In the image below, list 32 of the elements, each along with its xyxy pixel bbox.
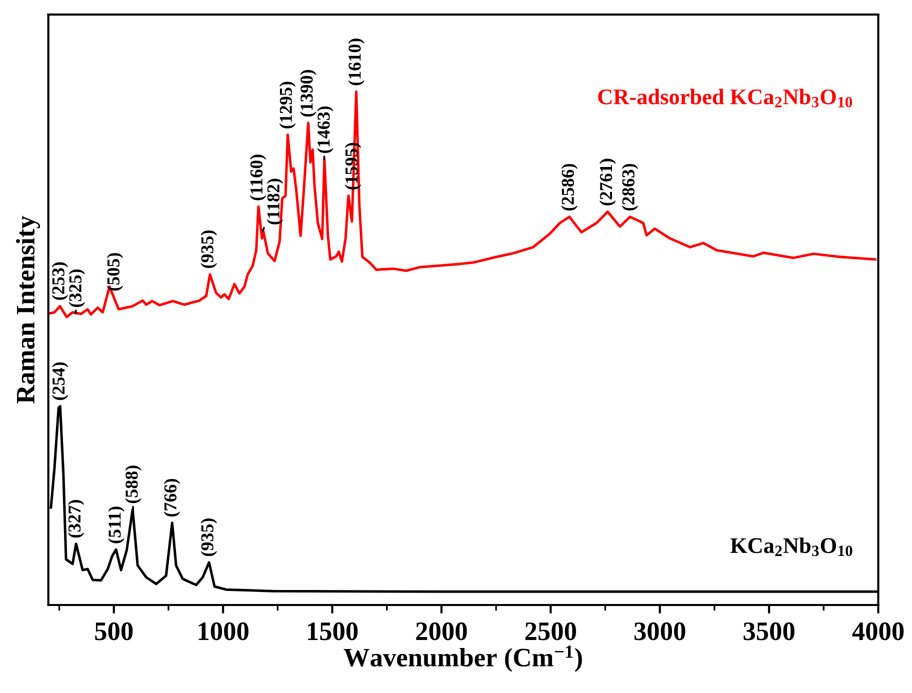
x-axis-title: Wavenumber (Cm$^{−1}$) — [344, 646, 582, 672]
annotation: (1610) — [348, 38, 364, 86]
x-tick-label: 2000 — [416, 622, 467, 640]
annotation: (253) — [52, 262, 68, 300]
annotation: (1160) — [250, 154, 266, 200]
annotation: (1390) — [300, 70, 316, 117]
x-tick-label: 2500 — [525, 622, 576, 640]
annotation: (1595) — [344, 142, 362, 190]
annotation: (1182) — [266, 178, 284, 224]
annotation: (325) — [68, 269, 86, 308]
annotation: (935) — [200, 518, 218, 556]
annotation: (2761) — [599, 158, 616, 206]
annotation: (511) — [108, 506, 124, 544]
annotation: (588) — [125, 466, 142, 504]
annotation: (935) — [200, 230, 218, 268]
annotation: (505) — [106, 253, 124, 291]
x-tick-label: 1000 — [198, 622, 248, 640]
x-tick-label: 500 — [95, 622, 133, 640]
y-axis-title: Raman Intensity — [16, 216, 40, 404]
annotation: (2863) — [622, 164, 638, 210]
annotation: (766) — [164, 478, 180, 516]
annotation: (1463) — [317, 106, 334, 153]
annotation: (254) — [52, 362, 68, 400]
annotation: (1295) — [279, 82, 296, 128]
annotation: (2586) — [561, 164, 578, 210]
annotation: (327) — [68, 500, 84, 538]
x-tick-label: 4000 — [852, 622, 904, 640]
x-tick-label: 3500 — [744, 622, 794, 640]
x-tick-label: 3000 — [634, 622, 686, 640]
series-label: KCa$_{2}$Nb$_{3}$O$_{10}$ — [730, 537, 852, 556]
text: CR-adsorbed KCa$_{2}$Nb$_{3}$O$_{10}$ — [598, 88, 852, 108]
x-tick-label: 1500 — [308, 622, 358, 640]
